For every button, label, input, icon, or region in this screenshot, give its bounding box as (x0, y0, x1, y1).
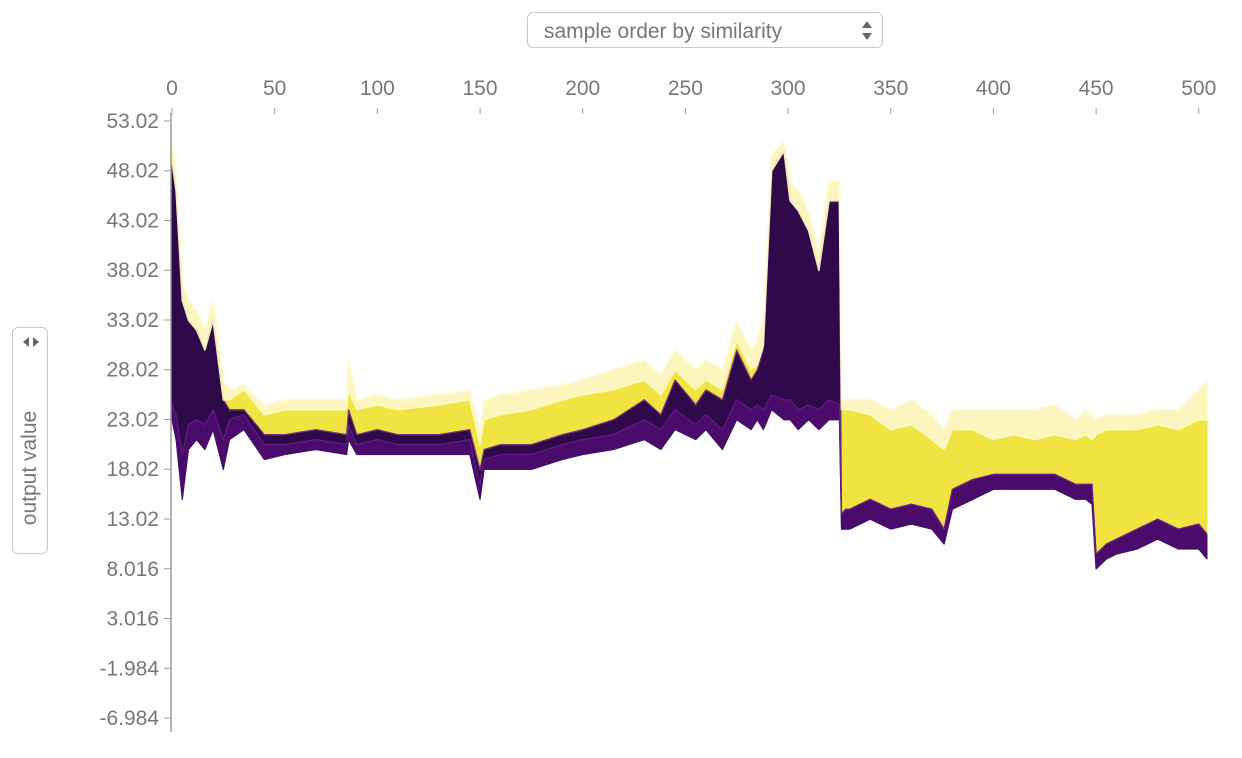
x-axis: 0 50 100 150 200 250 300 350 400 450 500 (166, 77, 1216, 114)
y-tick-label: 33.02 (106, 309, 159, 332)
y-tick-label: 23.02 (106, 408, 159, 431)
y-tick-label: 48.02 (106, 160, 159, 183)
area-band-2 (171, 150, 1208, 555)
chart-areas (171, 140, 1208, 570)
leftright-arrows-icon (23, 337, 39, 347)
series-line-4 (171, 150, 1207, 451)
x-order-select-label: sample order by similarity (544, 20, 783, 43)
y-tick-label: 18.02 (106, 458, 159, 481)
x-tick-label: 150 (463, 77, 498, 100)
y-tick-label: 38.02 (106, 259, 159, 282)
y-axis: 53.02 48.02 43.02 38.02 33.02 28.02 23.02 18.02… (99, 110, 172, 732)
x-tick-label: 100 (360, 77, 395, 100)
y-tick-label: -6.984 (99, 707, 159, 730)
series-line-3 (171, 150, 1208, 555)
y-tick-label: 28.02 (106, 359, 159, 382)
x-tick-label: 300 (771, 77, 806, 100)
y-tick-label: 3.016 (106, 608, 159, 631)
y-tick-label: 53.02 (106, 110, 159, 133)
x-order-select[interactable]: sample order by similarity (527, 12, 883, 48)
area-band-3 (171, 150, 1208, 555)
x-tick-label: 350 (873, 77, 908, 100)
x-tick-label: 500 (1181, 77, 1216, 100)
y-value-select[interactable]: output value (12, 327, 48, 554)
y-tick-label: 8.016 (106, 558, 159, 581)
x-tick-label: 250 (668, 77, 703, 100)
series-line-5 (171, 140, 1208, 431)
y-tick-label: 13.02 (106, 508, 159, 531)
x-tick-label: 0 (166, 77, 178, 100)
updown-arrows-icon (862, 21, 872, 40)
x-tick-label: 450 (1079, 77, 1114, 100)
x-tick-label: 200 (565, 77, 600, 100)
series-line-1 (171, 409, 1208, 570)
x-tick-label: 400 (976, 77, 1011, 100)
x-tick-label: 50 (263, 77, 286, 100)
y-tick-label: -1.984 (99, 657, 159, 680)
y-tick-label: 43.02 (106, 209, 159, 232)
